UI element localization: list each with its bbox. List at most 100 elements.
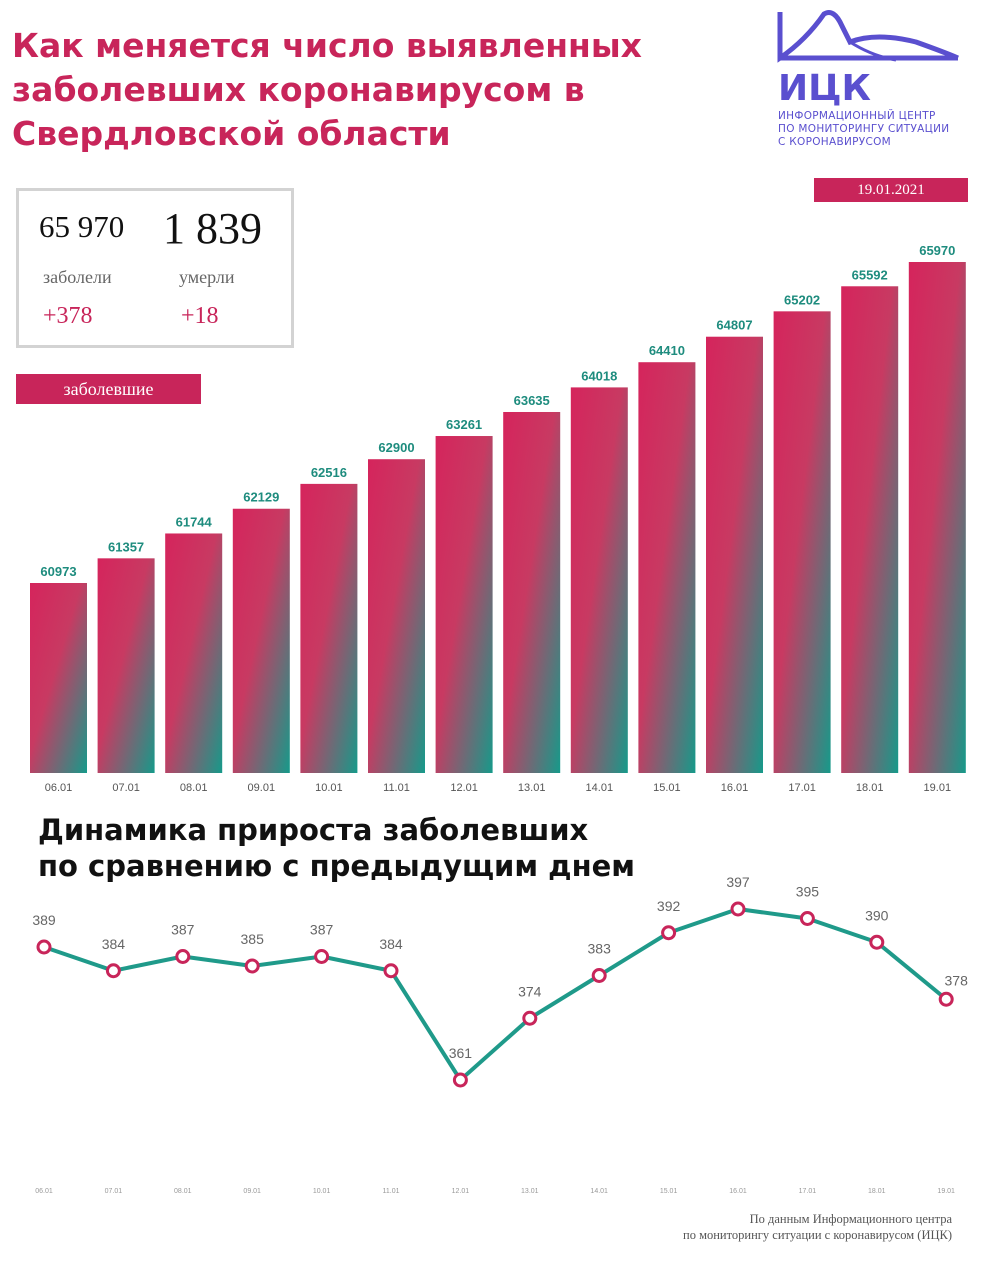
logo-caption-line: С КОРОНАВИРУСОМ [778, 136, 892, 148]
bar [300, 483, 358, 773]
subtitle-line: Динамика прироста заболевших [38, 813, 589, 847]
bar [706, 336, 763, 773]
bar-value-label: 62900 [378, 440, 414, 455]
line-value-label: 374 [518, 983, 542, 999]
bar-value-label: 62516 [311, 465, 347, 480]
deaths-delta: +18 [181, 303, 219, 329]
bar [435, 436, 493, 773]
line-value-label: 361 [449, 1045, 473, 1061]
bar-value-label: 64018 [581, 368, 617, 383]
itsk-logo: ИЦК [776, 8, 966, 108]
line-value-label: 395 [796, 884, 820, 900]
bar [570, 387, 628, 773]
line-point [591, 968, 607, 983]
bar [97, 558, 155, 773]
cases-bar-chart: 60973 06.01 61357 07.01 61744 08.01 62129 09.01… [30, 243, 966, 794]
bar-tick-label: 17.01 [788, 782, 816, 794]
bar-tick-label: 12.01 [450, 782, 478, 794]
page-title: Как меняется число выявленных заболевших… [12, 24, 712, 156]
bar-tick-label: 08.01 [180, 782, 208, 794]
bar-tick-label: 13.01 [518, 782, 546, 794]
line-tick-label: 08.01 [174, 1188, 192, 1195]
stats-box: 65 970 1 839 заболели умерли +378 +18 [16, 188, 294, 348]
line-tick-label: 10.01 [313, 1188, 331, 1195]
bar-tick-label: 10.01 [315, 782, 343, 794]
deaths-label: умерли [179, 267, 235, 287]
bar [165, 533, 223, 773]
title-line: Как меняется число выявленных [12, 26, 642, 65]
bar [638, 362, 696, 773]
bar [368, 459, 425, 773]
line-point [799, 911, 815, 926]
line-value-label: 384 [102, 936, 126, 952]
line-value-label: 384 [379, 936, 403, 952]
line-tick-label: 19.01 [937, 1188, 955, 1195]
title-line: Свердловской области [12, 114, 451, 153]
line-point [105, 963, 121, 979]
bar-value-label: 65592 [852, 267, 888, 282]
logo-caption-line: ИНФОРМАЦИОННЫЙ ЦЕНТР [778, 110, 936, 122]
line-value-label: 385 [241, 931, 265, 947]
line-point [522, 1010, 538, 1026]
line-value-label: 392 [657, 898, 681, 914]
bar-value-label: 61357 [108, 539, 144, 554]
bar-value-label: 65970 [919, 243, 955, 258]
line-point [314, 949, 330, 964]
logo-mountain-icon: ИЦК [777, 10, 959, 108]
bar-tick-label: 19.01 [924, 782, 952, 794]
bar-value-label: 61744 [176, 514, 213, 529]
cases-delta: +378 [43, 303, 93, 329]
line-tick-label: 14.01 [590, 1188, 608, 1195]
subtitle-line: по сравнению с предыдущим днем [38, 849, 636, 883]
line-point [175, 949, 191, 964]
bar-value-label: 65202 [784, 292, 820, 307]
source-line: По данным Информационного центра [749, 1212, 952, 1226]
line-tick-label: 17.01 [799, 1188, 817, 1195]
bar-tick-label: 15.01 [653, 782, 681, 794]
bar-tick-label: 09.01 [248, 782, 276, 794]
bar-value-label: 64410 [649, 343, 685, 358]
bar-tick-label: 07.01 [112, 782, 140, 794]
line-tick-label: 12.01 [452, 1188, 470, 1195]
line-point [661, 925, 677, 941]
bar [232, 508, 290, 773]
line-tick-label: 13.01 [521, 1188, 539, 1195]
line-value-label: 390 [865, 907, 889, 923]
line-tick-label: 16.01 [729, 1188, 747, 1195]
line-point [36, 939, 52, 955]
bar-tick-label: 16.01 [721, 782, 749, 794]
title-line: заболевших коронавирусом в [12, 70, 585, 109]
bar-value-label: 63261 [446, 417, 482, 432]
bar [908, 262, 966, 773]
date-badge: 19.01.2021 [814, 178, 968, 202]
line-tick-label: 07.01 [105, 1188, 123, 1195]
line-point [383, 963, 399, 979]
logo-caption: ИНФОРМАЦИОННЫЙ ЦЕНТР ПО МОНИТОРИНГУ СИТУ… [778, 110, 978, 149]
line-point [730, 901, 746, 917]
growth-line-chart: 389 06.01 384 07.01 387 08.01 385 09.01 387 10.01… [32, 874, 969, 1195]
line-value-label: 378 [945, 972, 969, 988]
bar [841, 286, 899, 773]
bar-tick-label: 06.01 [45, 782, 73, 794]
bar [773, 311, 831, 773]
section-badge: заболевшие [16, 374, 201, 404]
logo-text: ИЦК [778, 68, 871, 108]
chart-subtitle: Динамика прироста заболевших по сравнени… [38, 812, 738, 884]
cases-label: заболели [43, 267, 112, 287]
logo-caption-line: ПО МОНИТОРИНГУ СИТУАЦИИ [778, 123, 950, 135]
line-tick-label: 11.01 [383, 1188, 400, 1195]
line-tick-label: 06.01 [35, 1188, 53, 1195]
bar-tick-label: 14.01 [586, 782, 614, 794]
deaths-total: 1 839 [163, 204, 262, 253]
line-tick-label: 18.01 [868, 1188, 886, 1195]
cases-total: 65 970 [39, 209, 125, 244]
bar [30, 583, 87, 773]
line-tick-label: 09.01 [243, 1188, 261, 1195]
line-value-label: 383 [588, 941, 612, 957]
series-line [43, 907, 948, 1082]
line-value-label: 389 [32, 912, 56, 928]
line-value-label: 387 [171, 922, 195, 938]
bar-value-label: 63635 [514, 393, 550, 408]
bar-value-label: 60973 [40, 564, 76, 579]
bar-value-label: 62129 [243, 490, 279, 505]
